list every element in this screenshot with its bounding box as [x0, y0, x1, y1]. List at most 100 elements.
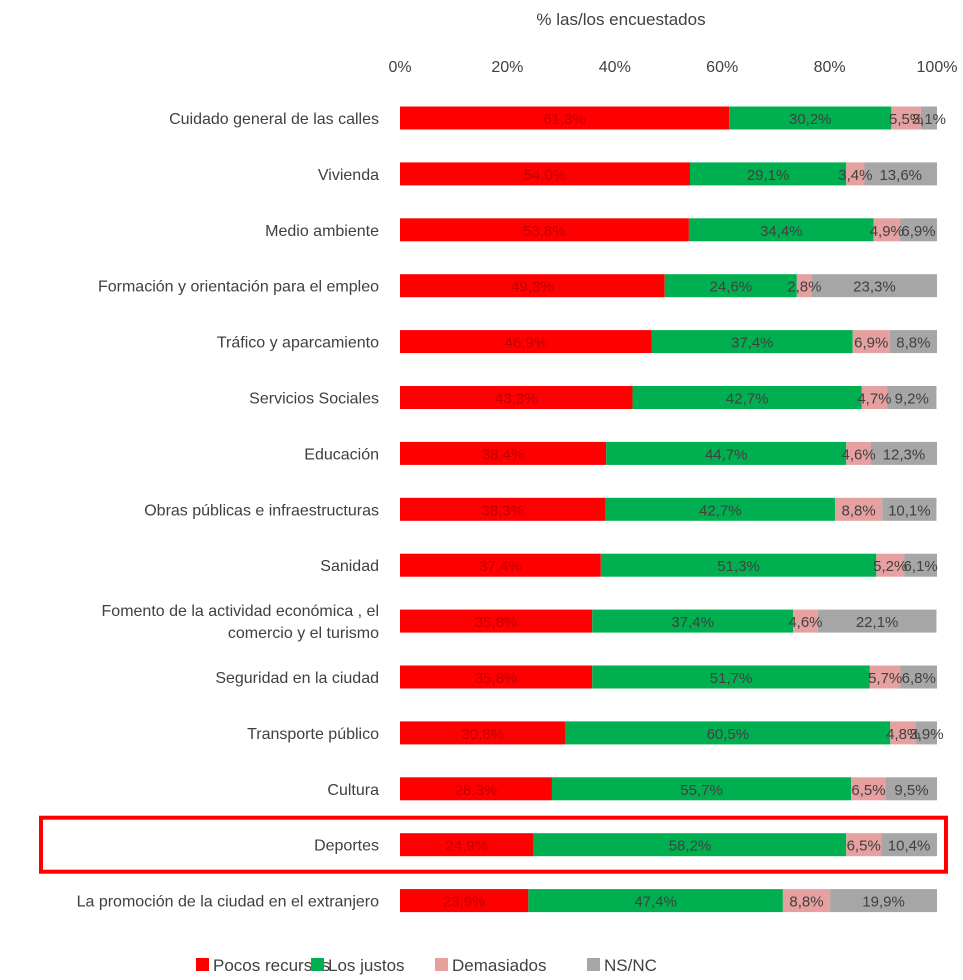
- data-label: 42,7%: [726, 391, 769, 408]
- data-label: 9,5%: [894, 782, 928, 799]
- bar-segment: [873, 218, 900, 242]
- data-label: 2,8%: [787, 279, 821, 296]
- bar-segment: [830, 889, 937, 913]
- bar-segment: [551, 777, 852, 801]
- data-label: 8,8%: [789, 894, 823, 911]
- data-label: 54,0%: [524, 167, 567, 184]
- bar-segment: [861, 386, 888, 409]
- bar-segment: [565, 721, 891, 745]
- x-axis-ticks: 0% 20% 40% 60% 80% 100%: [388, 59, 957, 76]
- data-label: 34,4%: [760, 223, 803, 240]
- data-label: 35,8%: [475, 670, 518, 687]
- category-label: Servicios Sociales: [249, 391, 379, 408]
- data-label: 42,7%: [699, 502, 742, 519]
- bar-segment: [400, 106, 730, 130]
- bar-segment: [796, 274, 812, 298]
- x-tick-label: 40%: [599, 59, 631, 76]
- legend-label: Demasiados: [452, 956, 547, 975]
- category-label: Transporte público: [247, 726, 379, 743]
- highlight-box: [39, 815, 948, 874]
- bar-segment: [688, 218, 874, 242]
- data-label: 5,2%: [873, 558, 907, 575]
- data-label: 24,9%: [446, 838, 489, 855]
- data-label: 37,4%: [731, 335, 774, 352]
- bar-segment: [605, 497, 835, 521]
- bar-segment: [400, 274, 665, 298]
- data-label: 53,8%: [523, 223, 566, 240]
- data-label: 43,3%: [495, 391, 538, 408]
- category-labels: Cuidado general de las calles Vivienda Med…: [77, 111, 380, 911]
- data-label: 6,5%: [851, 782, 885, 799]
- bar-segment: [846, 833, 882, 857]
- bar-segment: [729, 106, 892, 130]
- category-label: Medio ambiente: [265, 223, 379, 240]
- legend-label: Pocos recursos: [213, 956, 330, 975]
- bar-segment: [592, 609, 794, 633]
- bar-segment: [592, 665, 870, 689]
- bar-segment: [600, 553, 877, 577]
- bar-segment: [400, 497, 606, 521]
- bar-segment: [400, 162, 690, 186]
- data-label: 55,7%: [680, 782, 723, 799]
- data-label: 37,4%: [479, 558, 522, 575]
- bar-segment: [528, 889, 783, 913]
- legend-swatch: [435, 958, 448, 971]
- data-label: 6,5%: [847, 838, 881, 855]
- data-label: 4,6%: [788, 614, 822, 631]
- category-label: Sanidad: [320, 558, 379, 575]
- data-label: 4,8%: [886, 726, 920, 743]
- category-label: Obras públicas e infraestructuras: [144, 502, 379, 519]
- bar-segment: [920, 106, 937, 130]
- data-label: 8,8%: [841, 502, 875, 519]
- data-label: 24,6%: [710, 279, 753, 296]
- bar-segment: [899, 218, 937, 242]
- data-label: 47,4%: [634, 894, 677, 911]
- highlight-rectangle: [39, 815, 948, 874]
- data-label: 3,4%: [838, 167, 872, 184]
- data-label: 6,9%: [901, 223, 935, 240]
- data-label: 38,4%: [482, 446, 525, 463]
- bar-segment: [870, 441, 937, 465]
- data-label: 9,2%: [895, 391, 929, 408]
- data-label: 19,9%: [862, 894, 905, 911]
- bar-segment: [891, 106, 921, 130]
- legend-swatch: [311, 958, 324, 971]
- data-label: 3,1%: [912, 111, 946, 128]
- legend-swatch: [196, 958, 209, 971]
- bar-segment: [882, 497, 937, 521]
- bar-segment: [689, 162, 847, 186]
- x-tick-label: 60%: [706, 59, 738, 76]
- data-label: 60,5%: [707, 726, 750, 743]
- bar-segment: [400, 833, 534, 857]
- x-tick-label: 20%: [491, 59, 523, 76]
- data-label: 6,9%: [854, 335, 888, 352]
- bar-segment: [900, 665, 937, 689]
- category-label: Deportes: [314, 838, 379, 855]
- bar-segment: [885, 777, 937, 801]
- data-label: 22,1%: [856, 614, 899, 631]
- data-label: 49,3%: [511, 279, 554, 296]
- data-label: 4,6%: [841, 446, 875, 463]
- data-label: 23,3%: [853, 279, 896, 296]
- data-label: 61,3%: [543, 111, 586, 128]
- data-label: 58,2%: [669, 838, 712, 855]
- bar-segment: [400, 721, 566, 745]
- bar-segment: [904, 553, 937, 577]
- category-label: Vivienda: [318, 167, 379, 184]
- bar-segment: [606, 441, 847, 465]
- bar-segment: [916, 721, 937, 745]
- category-label: Fomento de la actividad económica , el co…: [102, 603, 380, 642]
- bar-segment: [852, 330, 890, 354]
- bar-segment: [400, 609, 593, 633]
- data-label: 44,7%: [705, 446, 748, 463]
- bar-segment: [846, 162, 865, 186]
- bar-segment: [400, 441, 607, 465]
- bar-segment: [400, 218, 689, 242]
- x-tick-label: 100%: [917, 59, 958, 76]
- data-labels: 61,3% 30,2% 5,5%3,1% 54,0% 29,1% 3,4% 13,6% 53,…: [443, 111, 946, 911]
- data-label: 10,4%: [888, 838, 931, 855]
- bar-segment: [869, 665, 901, 689]
- category-label: Formación y orientación para el empleo: [98, 279, 379, 296]
- data-label: 5,5%: [889, 111, 923, 128]
